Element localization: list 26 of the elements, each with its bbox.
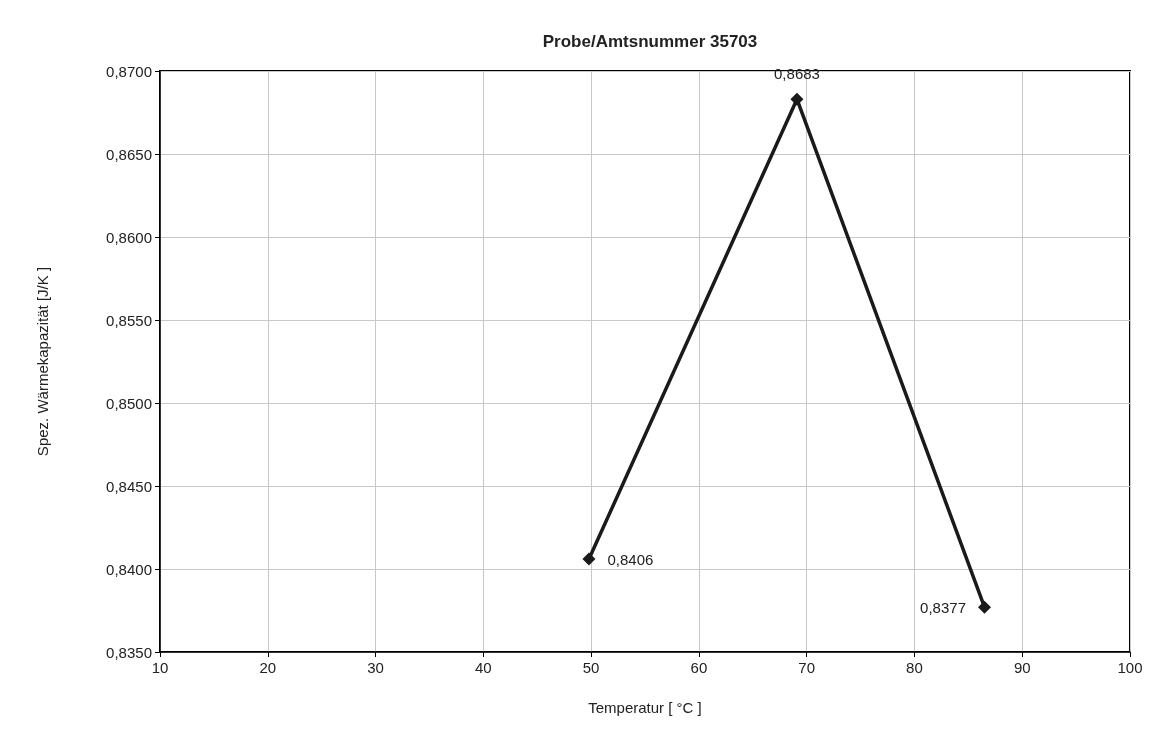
y-tick-label: 0,8500	[106, 394, 152, 412]
point	[790, 92, 804, 106]
data-label: 0,8406	[607, 550, 654, 568]
data-label: 0,8377	[920, 598, 966, 616]
y-tick-label: 0,8450	[106, 477, 152, 495]
y-tick-label: 0,8350	[106, 643, 152, 661]
x-tick-label: 20	[259, 659, 277, 676]
y-axis-title: Spez. Wärmekapazität [J/K ]	[34, 266, 51, 457]
y-tick-label: 0,8600	[106, 228, 152, 246]
x-tick-label: 40	[474, 659, 492, 676]
x-tick-label: 80	[906, 659, 923, 676]
x-tick-label: 10	[151, 659, 169, 676]
y-tick-label: 0,8650	[106, 145, 152, 163]
x-axis-title: Temperatur [ °C ]	[588, 699, 702, 716]
x-tick-label: 70	[798, 659, 816, 676]
x-tick-label: 100	[1117, 659, 1143, 676]
x-tick-label: 60	[690, 659, 708, 676]
x-tick-label: 30	[367, 659, 384, 676]
point	[582, 552, 596, 566]
x-tick-label: 90	[1013, 659, 1031, 676]
y-tick-label: 0,8400	[106, 560, 152, 578]
point	[978, 600, 991, 614]
y-tick-label: 0,8700	[106, 62, 152, 80]
chart-title: Probe/Amtsnummer 35703	[542, 32, 758, 51]
x-tick-label: 50	[582, 659, 600, 676]
y-tick-label: 0,8550	[106, 311, 152, 329]
